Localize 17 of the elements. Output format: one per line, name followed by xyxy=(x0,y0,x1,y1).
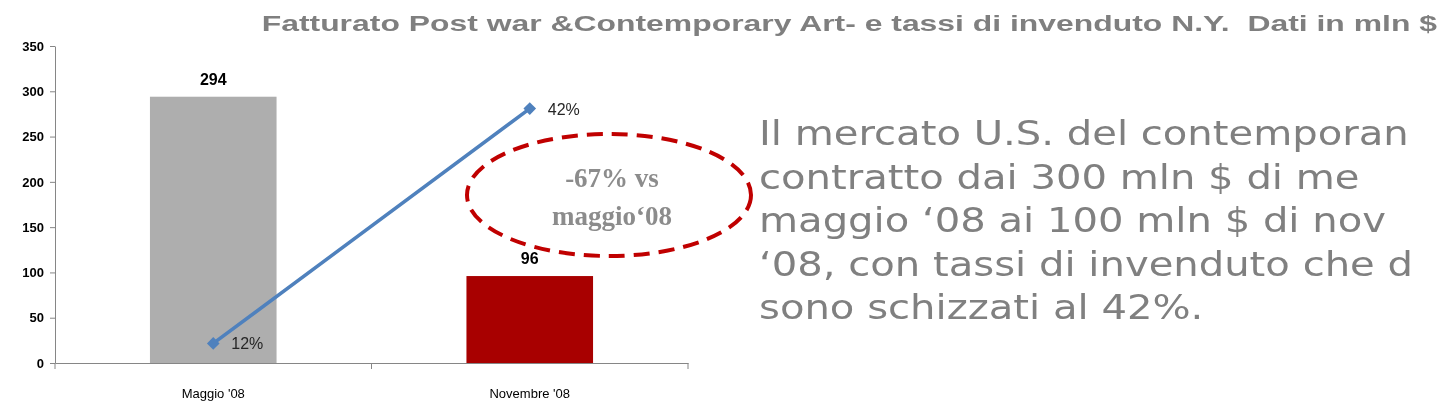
y-tick-label: 350 xyxy=(22,38,44,54)
y-tick-label: 150 xyxy=(22,219,44,235)
data-label: 96 xyxy=(520,250,539,268)
x-tick-label: Maggio '08 xyxy=(181,386,245,401)
y-tick-label: 300 xyxy=(22,83,44,99)
text: Fatturato Post war &Contemporary Art- e tassi di invenduto N.Y. Dati in mln $ xyxy=(261,10,1437,36)
y-tick-label: 0 xyxy=(36,355,44,371)
annotation: -67% vs maggio‘08 xyxy=(552,163,672,231)
data-label: 42% xyxy=(547,100,580,118)
x-tick-label: Novembre '08 xyxy=(489,386,571,401)
y-tick-label: 200 xyxy=(22,174,44,190)
y-tick-label: 100 xyxy=(22,265,44,281)
text: Il mercato U.S. del contemporan contratto dai 300 mln $ di me maggio ‘08 ai 100 mln $ di nov ‘08, con tassi di invenduto che d sono schizzati al 42%. xyxy=(759,113,1413,328)
y-tick-label: 250 xyxy=(22,129,44,145)
y-tick-label: 50 xyxy=(29,310,44,326)
data-label: 12% xyxy=(231,335,264,353)
data-label: 294 xyxy=(199,70,227,88)
